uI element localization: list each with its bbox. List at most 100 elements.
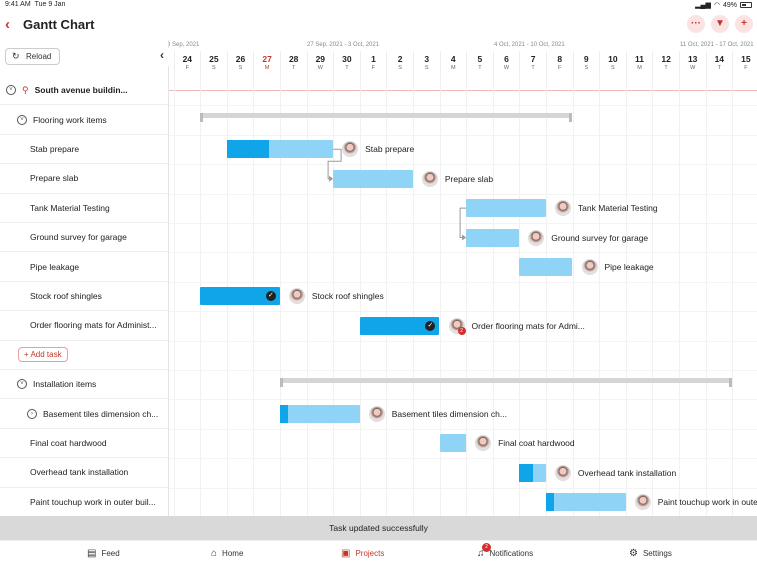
filter-icon[interactable]: ▼	[711, 15, 729, 33]
add-icon[interactable]: +	[735, 15, 753, 33]
task-name: Basement tiles dimension ch...	[43, 408, 159, 419]
list-item[interactable]: ˅ Installation items	[0, 370, 168, 400]
day-number: 27	[262, 54, 272, 64]
list-item[interactable]: Stock roof shingles	[0, 282, 168, 312]
grid-line	[705, 76, 707, 516]
list-item[interactable]: › Basement tiles dimension ch...	[0, 399, 168, 429]
nav-item-label: Notifications	[489, 549, 534, 558]
more-icon[interactable]: ···	[687, 15, 705, 33]
day-weekday: T	[345, 65, 349, 71]
day-weekday: M	[637, 65, 642, 71]
avatar[interactable]	[634, 494, 651, 511]
nav-item-feed[interactable]: ▤ Feed	[87, 548, 120, 559]
list-item[interactable]: + Add task	[0, 341, 168, 370]
avatar[interactable]	[288, 288, 305, 305]
task-bar[interactable]	[279, 404, 360, 423]
task-bar[interactable]	[466, 228, 520, 247]
list-item[interactable]: ˅ Flooring work items	[0, 105, 168, 135]
list-item[interactable]: Ground survey for garage	[0, 223, 168, 253]
list-item[interactable]: ˅ ⚲ South avenue buildin...	[0, 76, 168, 106]
list-item[interactable]: Final coat hardwood	[0, 429, 168, 459]
task-progress	[545, 493, 554, 512]
avatar[interactable]	[368, 405, 385, 422]
nav-item-notifications[interactable]: ♫ 2 Notifications	[477, 543, 534, 559]
task-bar-label: Tank Material Testing	[577, 203, 658, 214]
day-number: 6	[504, 54, 509, 64]
list-item[interactable]: Tank Material Testing	[0, 194, 168, 223]
dependency-arrow	[329, 175, 334, 182]
task-bar[interactable]: ✓	[200, 287, 280, 306]
nav-item-home[interactable]: ⌂ Home	[211, 548, 243, 559]
task-bar[interactable]: ✓	[359, 316, 440, 335]
list-item[interactable]: Prepare slab	[0, 164, 168, 194]
task-bar[interactable]	[226, 140, 334, 159]
status-right: ▂▄▆ ◠ 49%	[695, 1, 752, 9]
list-item[interactable]: Pipe leakage	[0, 252, 168, 282]
gantt-timeline[interactable]: 3 Sep, 2021 27 Sep, 2021 - 3 Oct, 2021 4 O…	[169, 40, 757, 516]
row-divider	[169, 252, 757, 254]
list-item[interactable]: Paint touchup work in outer buil...	[0, 488, 168, 516]
task-bar[interactable]	[333, 169, 413, 188]
day-number: 12	[661, 54, 671, 64]
avatar[interactable]	[528, 229, 545, 246]
day-header-cell: 14 T	[705, 51, 733, 76]
row-divider	[169, 428, 757, 430]
day-weekday: T	[664, 65, 668, 71]
grid-line	[678, 76, 680, 516]
task-bar[interactable]	[519, 257, 573, 276]
week-label: 3 Sep, 2021	[169, 42, 200, 48]
day-number: 9	[583, 54, 589, 64]
week-label: 27 Sep, 2021 - 3 Oct, 2021	[307, 42, 380, 48]
chevron-left-icon[interactable]: ‹	[5, 16, 10, 33]
add-task-button[interactable]: + Add task	[18, 347, 68, 363]
chevron-right-icon[interactable]: ›	[27, 408, 37, 419]
day-weekday: S	[611, 65, 615, 71]
reload-button[interactable]: ↻ Reload	[5, 48, 60, 65]
day-number: 7	[530, 54, 536, 64]
chevron-down-icon[interactable]: ˅	[17, 379, 27, 390]
list-item[interactable]: Overhead tank installation	[0, 458, 168, 488]
task-name: Final coat hardwood	[30, 437, 107, 448]
task-bar-label: Order flooring mats for Admi...	[471, 320, 585, 331]
row-divider	[169, 311, 757, 313]
chevron-down-icon[interactable]: ˅	[6, 85, 16, 96]
row-divider	[169, 164, 757, 166]
avatar[interactable]	[581, 258, 598, 275]
task-list-pane: ↻ Reload ˅ ⚲ South avenue buildin... ˅ Floor…	[0, 40, 169, 516]
day-number: 26	[235, 54, 246, 64]
task-bar[interactable]	[466, 199, 546, 218]
avatar[interactable]: 2	[448, 317, 466, 335]
row-divider	[169, 399, 757, 401]
task-progress	[226, 140, 270, 159]
row-divider	[169, 223, 757, 224]
check-icon: ✓	[265, 291, 276, 302]
day-number: 1	[371, 54, 376, 64]
nav-item-projects[interactable]: ▣ Projects	[341, 548, 384, 559]
nav-item-settings[interactable]: ⚙ Settings	[629, 548, 672, 559]
avatar[interactable]	[554, 200, 571, 217]
day-weekday: S	[212, 65, 216, 71]
avatar[interactable]	[342, 141, 359, 158]
avatar[interactable]	[421, 170, 438, 187]
day-number: 11	[634, 54, 644, 64]
avatar[interactable]	[554, 464, 571, 481]
task-bar-label: Ground survey for garage	[551, 232, 649, 243]
task-bar[interactable]	[545, 493, 626, 512]
day-header-cell: 29 W	[306, 51, 334, 76]
list-item[interactable]: Stab prepare	[0, 135, 168, 165]
week-header: 3 Sep, 2021 27 Sep, 2021 - 3 Oct, 2021 4 O…	[169, 40, 757, 50]
grid-line	[412, 76, 414, 516]
group-summary-bar	[200, 113, 573, 123]
day-number: 13	[687, 54, 698, 64]
day-header-cell: 10 S	[599, 51, 626, 76]
task-bar[interactable]	[439, 434, 467, 453]
grid-line	[359, 76, 361, 516]
dependency-link	[327, 148, 342, 180]
chevron-down-icon[interactable]: ˅	[17, 114, 27, 125]
list-item[interactable]: Order flooring mats for Administ...	[0, 311, 168, 341]
day-weekday: F	[558, 65, 562, 71]
collapse-pane-button[interactable]: ‹	[155, 48, 169, 66]
avatar[interactable]	[475, 435, 492, 452]
task-bar[interactable]	[519, 463, 546, 482]
